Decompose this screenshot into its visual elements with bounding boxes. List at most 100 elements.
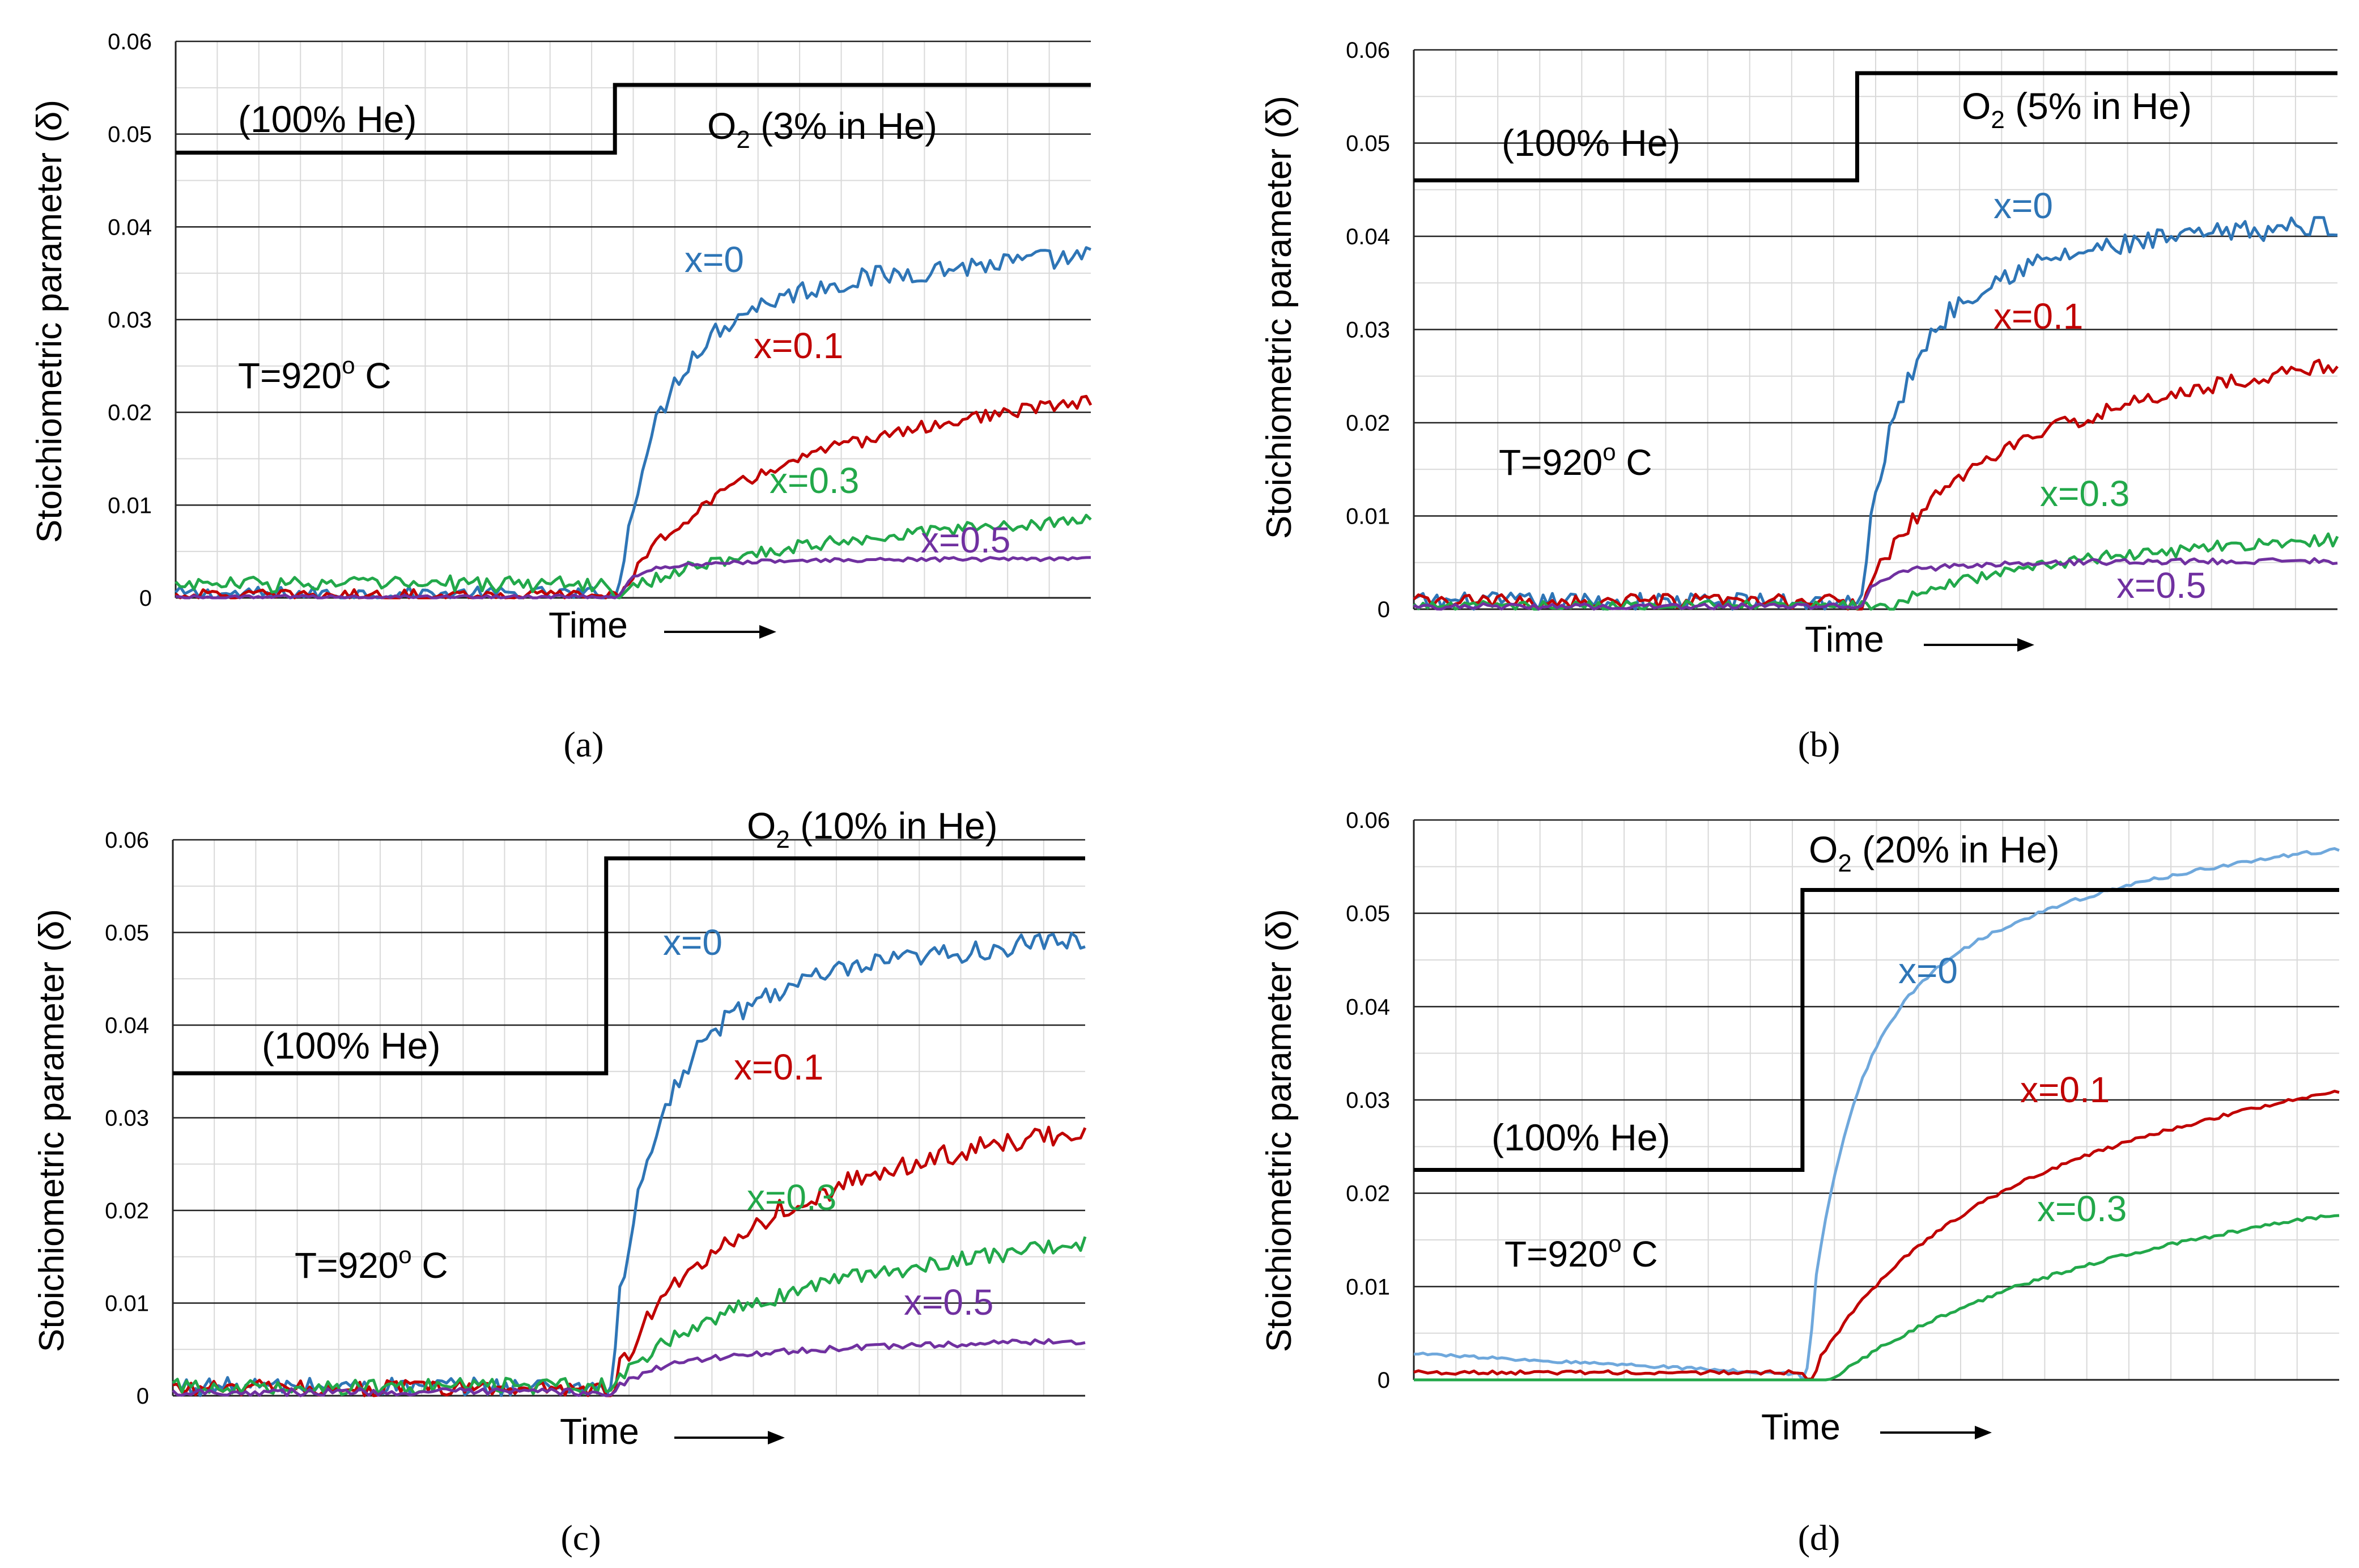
chart-c-xlabel: Time: [560, 1411, 639, 1452]
chart-b-ylabel: Stoichiometric parameter (δ): [1260, 96, 1299, 539]
chart-b-ytick-2: 0.02: [1346, 411, 1390, 436]
chart-c-gas-step-line: [173, 856, 1085, 1076]
chart-c-label-x0: x=0: [663, 922, 722, 963]
chart-a-series-x01: [175, 394, 1093, 600]
chart-d-ytick-3: 0.03: [1346, 1088, 1390, 1113]
chart-d-gas-after-label: O2 (20% in He): [1809, 828, 2060, 877]
chart-b-series-group: [1413, 216, 2339, 611]
chart-d-ylabel: Stoichiometric parameter (δ): [1260, 909, 1299, 1352]
chart-c-gas-after-label: O2 (10% in He): [747, 805, 998, 853]
chart-a-y-ticks: 0 0.01 0.02 0.03 0.04 0.05 0.06: [108, 29, 152, 611]
chart-a-ytick-6: 0.06: [108, 29, 152, 54]
chart-c-ytick-6: 0.06: [105, 828, 149, 853]
chart-panel-a: 0 0.01 0.02 0.03 0.04 0.05 0.06 Stoichiometric…: [30, 29, 1093, 764]
chart-c-ytick-1: 0.01: [105, 1291, 149, 1316]
chart-c-caption: (c): [560, 1518, 601, 1558]
chart-b-gas-before-label: (100% He): [1502, 122, 1680, 164]
chart-b-label-x03: x=0.3: [2040, 473, 2130, 514]
chart-a-series-group: [175, 246, 1093, 600]
chart-a-ytick-0: 0: [139, 586, 152, 611]
chart-c-ytick-0: 0: [137, 1384, 149, 1409]
chart-d-ytick-5: 0.05: [1346, 902, 1390, 927]
chart-d-gas-before-label: (100% He): [1491, 1116, 1670, 1158]
chart-d-series-group: [1413, 847, 2340, 1382]
chart-b-time-arrow: [1924, 638, 2034, 652]
chart-b-ytick-6: 0.06: [1346, 38, 1390, 63]
chart-d-caption: (d): [1798, 1518, 1841, 1558]
chart-d-series-x01: [1413, 1090, 2340, 1381]
chart-a-temperature-label: T=920o C: [238, 352, 392, 396]
chart-d-series-x03: [1414, 1214, 2340, 1382]
chart-a-ytick-3: 0.03: [108, 308, 152, 333]
chart-a-label-x05: x=0.5: [921, 520, 1010, 560]
chart-c-temperature-label: T=920o C: [295, 1242, 448, 1286]
chart-d-y-ticks: 0 0.01 0.02 0.03 0.04 0.05 0.06: [1346, 808, 1390, 1393]
chart-c-y-ticks: 0 0.01 0.02 0.03 0.04 0.05 0.06: [105, 828, 149, 1409]
chart-a-gas-after-label: O2 (3% in He): [707, 105, 937, 154]
chart-d-ytick-6: 0.06: [1346, 808, 1390, 833]
chart-b-label-x0: x=0: [1994, 185, 2053, 226]
chart-b-ytick-0: 0: [1378, 597, 1390, 622]
chart-a-xlabel: Time: [549, 605, 628, 645]
chart-b-label-x01: x=0.1: [1994, 296, 2083, 337]
chart-b-xlabel: Time: [1805, 619, 1884, 660]
chart-d-gas-step-line: [1414, 888, 2339, 1172]
chart-b-label-x05: x=0.5: [2116, 565, 2206, 606]
chart-a-ytick-2: 0.02: [108, 401, 152, 426]
chart-d-ytick-0: 0: [1378, 1368, 1390, 1393]
chart-b-temperature-label: T=920o C: [1499, 439, 1652, 483]
chart-a-label-x03: x=0.3: [770, 460, 859, 501]
chart-c-label-x05: x=0.5: [904, 1282, 993, 1323]
chart-a-series-x0: [175, 246, 1091, 600]
chart-d-series-x0: [1414, 847, 2340, 1382]
chart-d-label-x03: x=0.3: [2037, 1188, 2127, 1229]
chart-b-series-x0: [1413, 216, 2338, 611]
chart-a-label-x01: x=0.1: [754, 325, 843, 366]
chart-panel-b: 0 0.01 0.02 0.03 0.04 0.05 0.06 Stoichiometric…: [1260, 38, 2339, 764]
chart-c-label-x03: x=0.3: [747, 1177, 836, 1218]
chart-b-caption: (b): [1798, 724, 1841, 764]
chart-c-ytick-5: 0.05: [105, 921, 149, 946]
chart-a-gas-step-line: [176, 83, 1091, 155]
chart-d-label-x01: x=0.1: [2020, 1069, 2110, 1110]
chart-c-ytick-4: 0.04: [105, 1013, 149, 1038]
chart-a-series-x03: [175, 513, 1092, 600]
chart-c-ylabel: Stoichiometric parameter (δ): [32, 909, 71, 1352]
chart-b-series-x01: [1413, 359, 2339, 611]
chart-a-gas-before-label: (100% He): [238, 98, 416, 140]
chart-c-ytick-3: 0.03: [105, 1106, 149, 1131]
chart-panel-d: 0 0.01 0.02 0.03 0.04 0.05 0.06 Stoichiometric…: [1260, 808, 2340, 1558]
chart-b-gas-after-label: O2 (5% in He): [1962, 85, 2192, 134]
chart-c-series-x05: [172, 1338, 1086, 1397]
chart-b-ytick-1: 0.01: [1346, 504, 1390, 529]
chart-c-label-x01: x=0.1: [734, 1047, 823, 1087]
chart-c-series-group: [172, 932, 1087, 1397]
chart-d-ytick-4: 0.04: [1346, 995, 1390, 1019]
chart-c-gas-before-label: (100% He): [262, 1025, 440, 1066]
chart-a-ytick-4: 0.04: [108, 215, 152, 240]
chart-d-temperature-label: T=920o C: [1504, 1230, 1658, 1274]
chart-a-label-x0: x=0: [685, 239, 744, 280]
chart-d-ytick-2: 0.02: [1346, 1182, 1390, 1206]
chart-d-xlabel: Time: [1761, 1406, 1841, 1447]
chart-d-ytick-1: 0.01: [1346, 1274, 1390, 1299]
chart-a-series-x05: [175, 556, 1091, 600]
chart-b-gas-step-line: [1414, 71, 2337, 182]
chart-a-time-arrow: [664, 625, 776, 639]
chart-d-label-x0: x=0: [1898, 950, 1958, 991]
chart-d-time-arrow: [1880, 1426, 1992, 1439]
chart-b-y-ticks: 0 0.01 0.02 0.03 0.04 0.05 0.06: [1346, 38, 1390, 622]
chart-b-ytick-4: 0.04: [1346, 224, 1390, 249]
chart-b-series-x05: [1413, 557, 2338, 611]
chart-b-ytick-3: 0.03: [1346, 318, 1390, 343]
chart-b-ytick-5: 0.05: [1346, 131, 1390, 156]
chart-panel-c: 0 0.01 0.02 0.03 0.04 0.05 0.06 Stoichiometric…: [32, 805, 1087, 1558]
chart-b-major-gridlines: [1413, 49, 2337, 610]
chart-c-major-gridlines: [172, 839, 1085, 1397]
chart-c-ytick-2: 0.02: [105, 1199, 149, 1223]
chart-c-time-arrow: [674, 1431, 785, 1444]
chart-a-caption: (a): [563, 724, 603, 764]
chart-c-series-x03: [172, 1236, 1087, 1396]
chart-a-ytick-5: 0.05: [108, 122, 152, 147]
